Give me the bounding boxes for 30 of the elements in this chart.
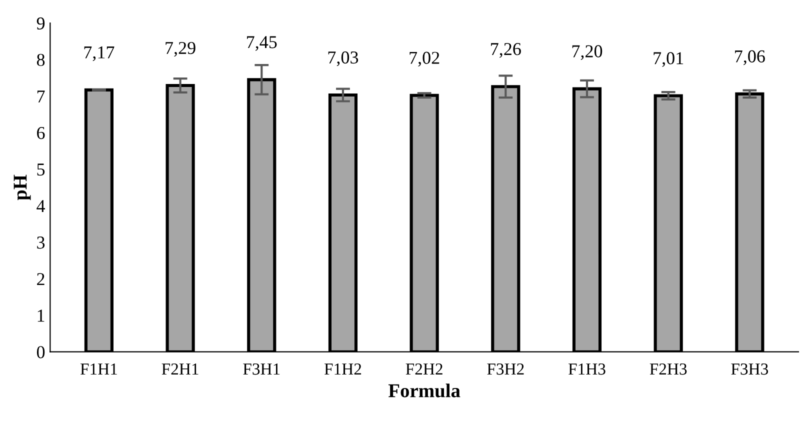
x-tick-label: F2H1 [162, 363, 198, 375]
data-label: 7,26 [491, 43, 521, 58]
x-tick-label: F1H3 [568, 363, 606, 375]
y-tick-label: 7 [37, 90, 45, 102]
y-tick-label: 5 [37, 164, 45, 176]
x-tick-label: F1H2 [324, 363, 362, 375]
data-label: 7,17 [84, 46, 114, 62]
x-tick-label: F2H3 [650, 363, 687, 375]
x-tick-label: F3H1 [243, 363, 280, 375]
y-tick-label: 9 [36, 17, 45, 30]
data-label: 7,01 [654, 52, 684, 67]
y-tick-label: 0 [36, 346, 45, 358]
data-label: 7,03 [328, 51, 358, 66]
y-tick-label: 2 [37, 273, 44, 286]
x-tick-label: F3H2 [487, 363, 524, 375]
y-tick-label: 8 [36, 54, 45, 66]
data-label: 7,20 [572, 45, 602, 60]
x-tick-label: F3H3 [731, 363, 768, 375]
data-label: 7,02 [410, 52, 440, 67]
y-tick-label: 6 [37, 126, 45, 140]
x-tick-label: F2H2 [406, 363, 442, 375]
y-tick-label: 3 [37, 236, 45, 249]
x-axis-title: Formula [388, 384, 460, 398]
data-label: 7,45 [247, 36, 277, 51]
y-tick-label: 4 [36, 200, 46, 212]
y-tick-label: 1 [38, 310, 44, 322]
x-tick-label: F1H1 [80, 364, 117, 375]
data-label: 7,29 [166, 42, 196, 57]
data-label: 7,06 [735, 50, 765, 66]
y-axis-title: pH [14, 174, 31, 200]
